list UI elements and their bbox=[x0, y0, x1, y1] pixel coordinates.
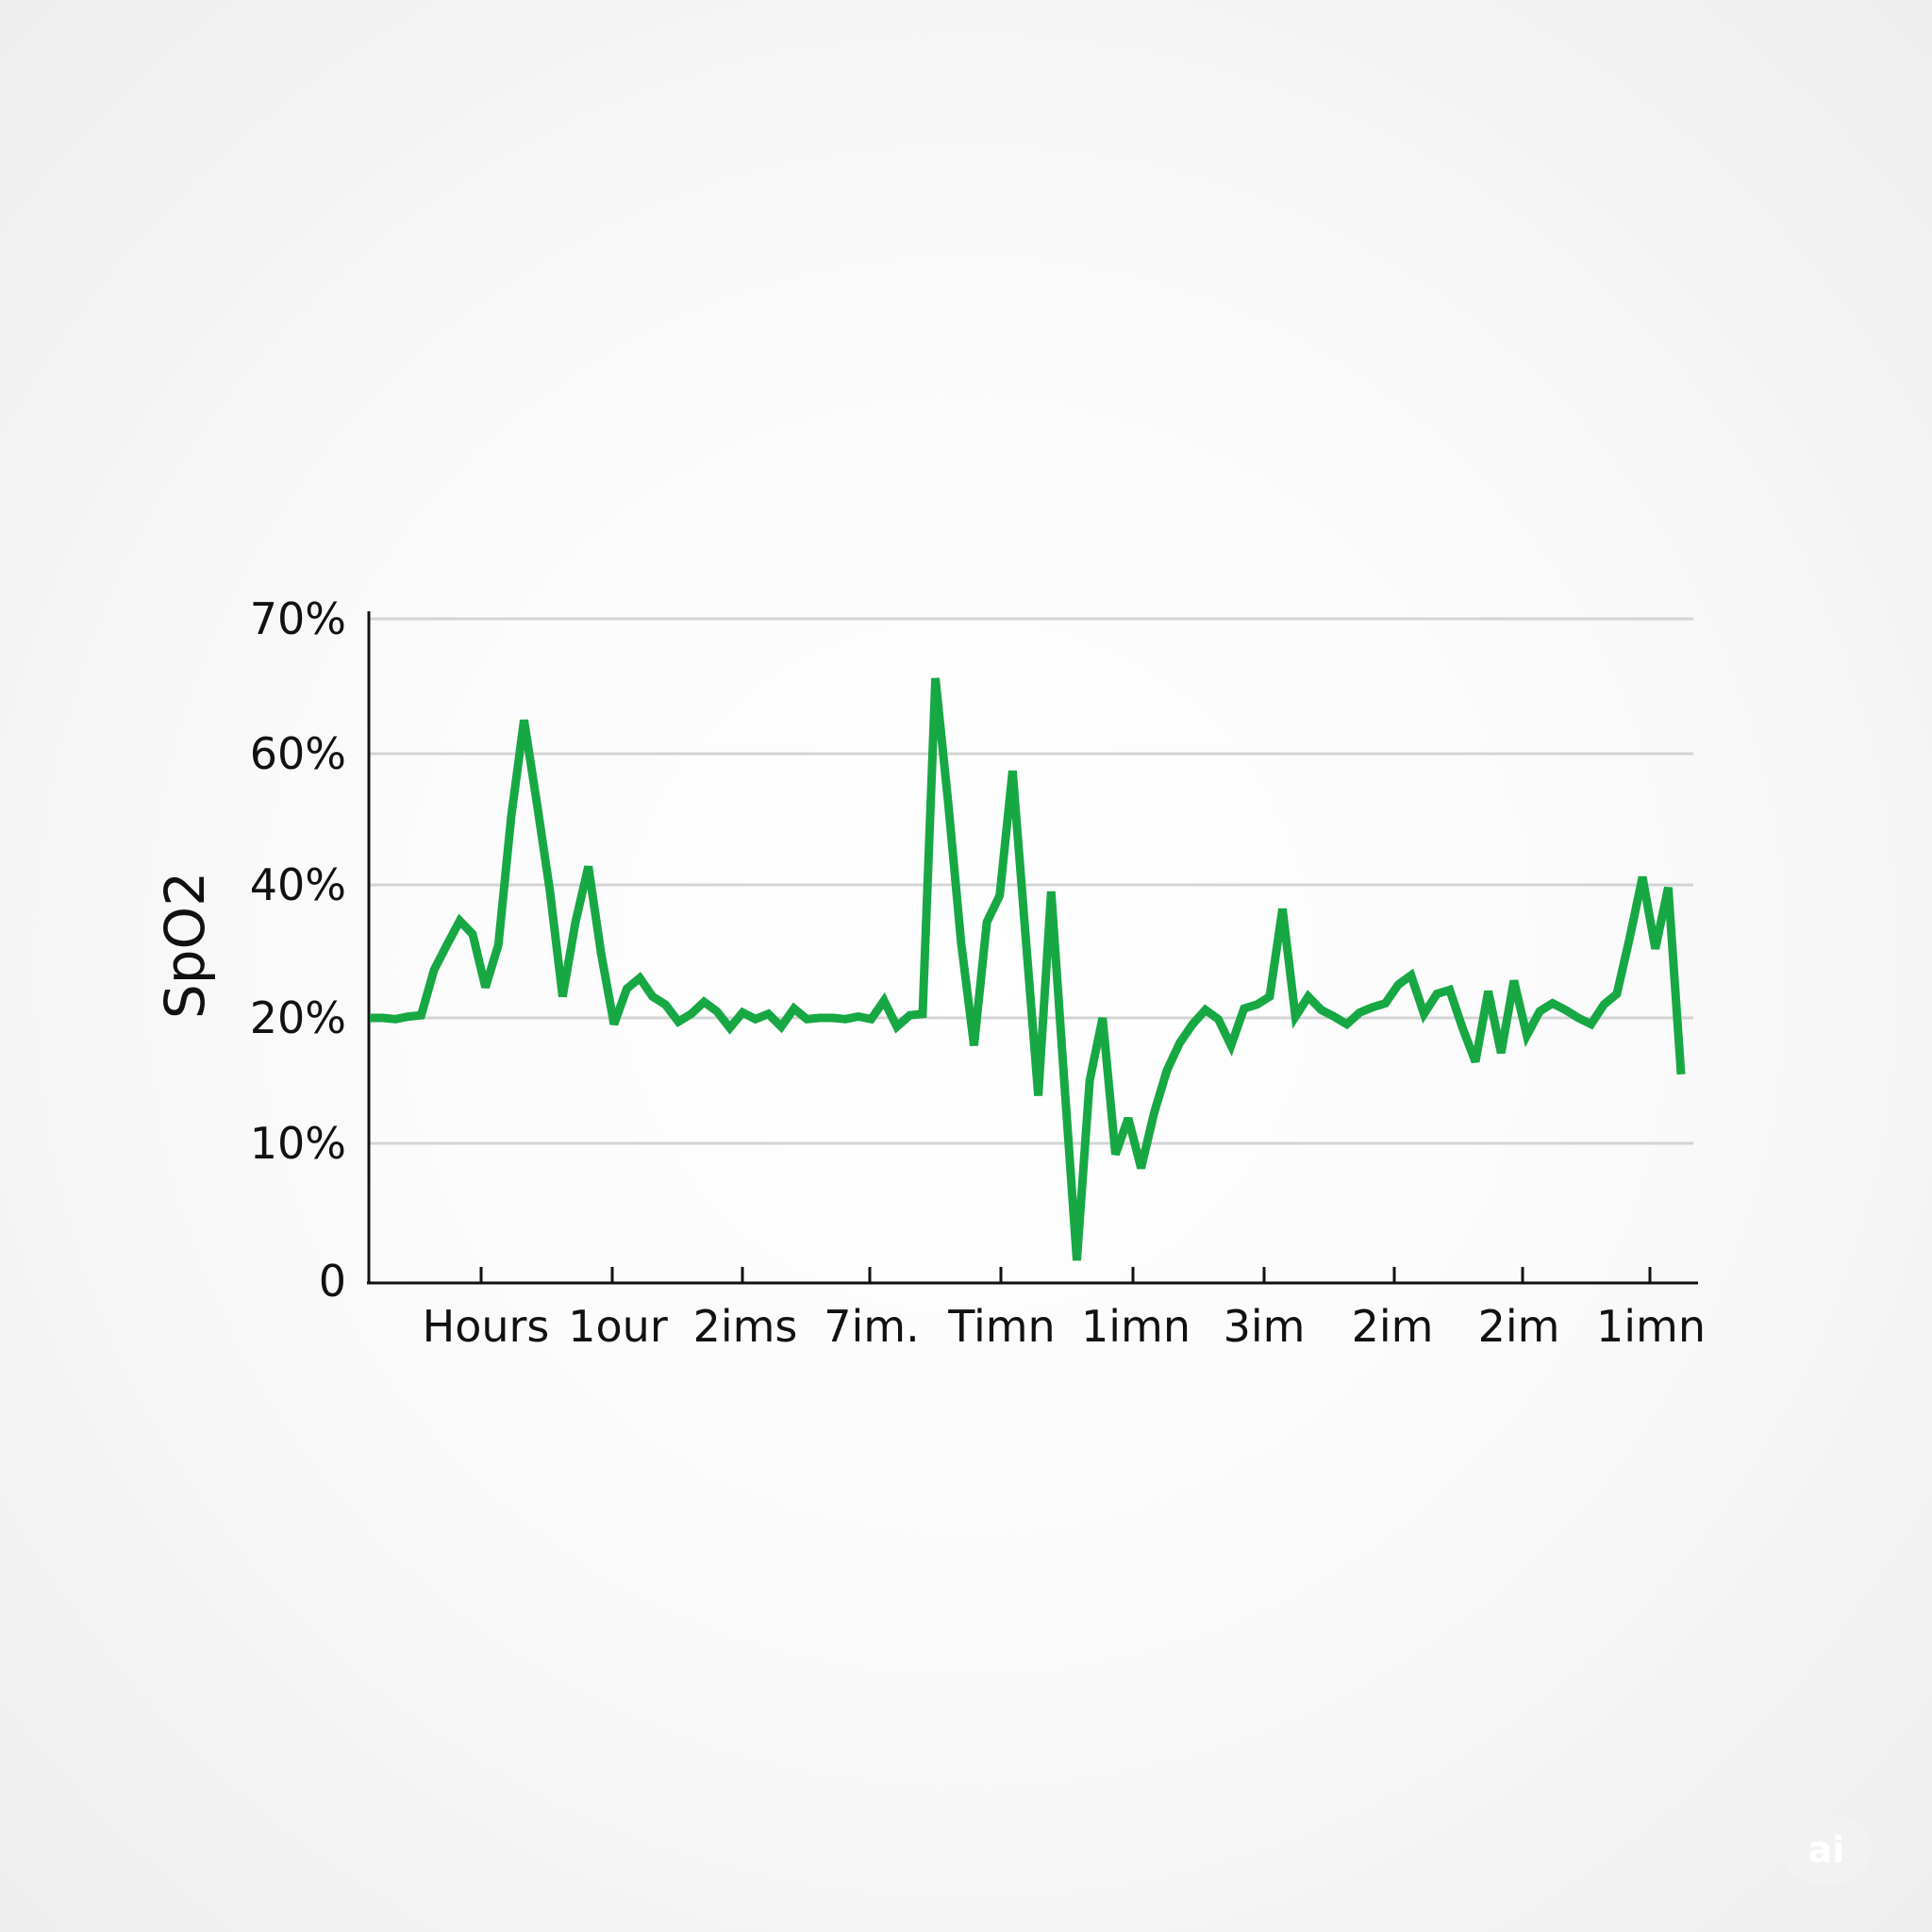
axes bbox=[367, 611, 1698, 1285]
x-tick-label: Hours bbox=[423, 1301, 550, 1352]
x-tick-label: 1imn bbox=[1596, 1301, 1706, 1352]
series-line bbox=[370, 677, 1686, 1261]
x-tick-label: 2im bbox=[1478, 1301, 1560, 1352]
y-tick-label: 60% bbox=[250, 728, 346, 779]
x-tick-label: Timn bbox=[947, 1301, 1055, 1352]
y-tick-labels: 0 10% 20% 40% 60% 70% bbox=[250, 593, 346, 1307]
y-tick-label: 10% bbox=[250, 1118, 346, 1169]
y-axis-title: SpO2 bbox=[153, 872, 217, 1019]
y-tick-label: 70% bbox=[250, 593, 346, 644]
x-ticks: Hours 1our 2ims 7im. Timn 1imn 3im 2im 2im 1imn bbox=[423, 1267, 1706, 1352]
y-tick-label: 20% bbox=[250, 992, 346, 1043]
x-tick-label: 2im bbox=[1352, 1301, 1434, 1352]
x-tick-label: 3im bbox=[1224, 1301, 1306, 1352]
ai-watermark-badge: ai bbox=[1781, 1817, 1872, 1883]
x-tick-label: 2ims bbox=[693, 1301, 798, 1352]
x-tick-label: 1our bbox=[568, 1301, 668, 1352]
y-tick-label: 40% bbox=[250, 859, 346, 910]
x-tick-label: 1imn bbox=[1081, 1301, 1191, 1352]
y-tick-label: 0 bbox=[319, 1256, 346, 1307]
series-group bbox=[370, 677, 1686, 1261]
x-tick-label: 7im. bbox=[824, 1301, 919, 1352]
